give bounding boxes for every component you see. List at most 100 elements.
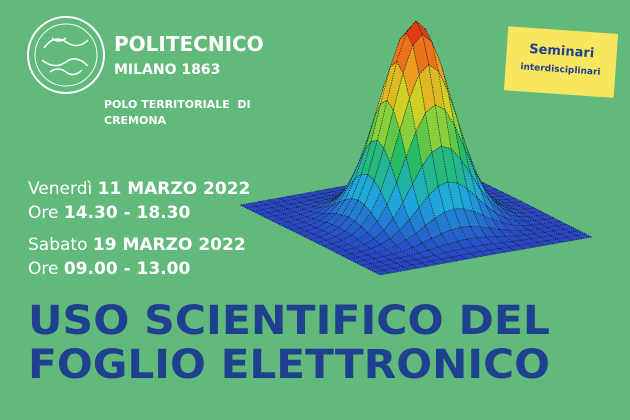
surface-cell [264, 202, 283, 209]
time: 14.30 - 18.30 [64, 203, 191, 223]
surface-cell [447, 181, 465, 210]
surface-cell [357, 174, 375, 206]
surface-cell [315, 188, 335, 195]
surface-cell [357, 232, 375, 245]
surface-cell [404, 259, 423, 266]
surface-cell [296, 192, 315, 198]
surface-cell [280, 203, 299, 210]
surface-cell [251, 209, 270, 215]
surface-cell [286, 219, 305, 226]
surface-cell [507, 205, 526, 210]
surface-cell [546, 225, 565, 232]
surface-cell [364, 103, 382, 151]
surface-cell [318, 233, 337, 241]
surface-cell [539, 235, 558, 242]
surface-cell [555, 223, 575, 230]
surface-cell [344, 220, 362, 236]
surface-cell [373, 146, 391, 193]
surface-cell [267, 210, 286, 217]
surface-cell [456, 238, 474, 249]
surface-cell [273, 213, 293, 220]
surface-cell [380, 161, 397, 206]
surface-cell [405, 232, 423, 248]
surface-cell [319, 213, 337, 223]
surface-cell [469, 226, 487, 239]
surface-cell [296, 216, 315, 223]
surface-cell [558, 231, 578, 238]
surface-cell [431, 145, 449, 187]
surface-cell [449, 254, 468, 262]
surface-cell [526, 228, 546, 235]
surface-cell [267, 197, 287, 204]
surface-cell [415, 111, 433, 167]
surface-cell [351, 173, 369, 201]
surface-cell [470, 173, 487, 207]
surface-cell [382, 267, 401, 274]
surface-cell [315, 204, 333, 214]
surface-cell [270, 218, 289, 225]
surface-cell [353, 260, 372, 266]
surface-cell [302, 233, 321, 240]
surface-cell [536, 214, 555, 220]
surface-cell [383, 217, 401, 240]
surface-cell [312, 193, 332, 199]
surface-cell [514, 234, 533, 241]
institution: POLITECNICO [114, 32, 264, 56]
surface-cell [348, 150, 366, 186]
surface-cell [491, 242, 510, 249]
surface-cell [309, 197, 327, 203]
surface-cell [440, 256, 459, 264]
surface-cell [517, 243, 536, 250]
surface-cell [489, 196, 507, 200]
surface-cell [562, 227, 581, 233]
note-text: Seminari [529, 42, 595, 62]
surface-cell [549, 220, 568, 227]
surface-cell [277, 195, 296, 202]
surface-cell [369, 261, 388, 268]
surface-cell [441, 145, 458, 184]
surface-cell [482, 214, 500, 230]
surface-cell [412, 33, 430, 76]
surface-cell [491, 218, 510, 231]
surface-cell [494, 212, 513, 226]
surface-cell [264, 215, 283, 222]
surface-cell [446, 240, 465, 251]
surface-cell [322, 201, 340, 214]
surface-cell [472, 210, 491, 229]
surface-cell [469, 251, 487, 258]
surface-cell [305, 201, 324, 207]
surface-cell [450, 147, 468, 190]
surface-cell [408, 206, 426, 234]
surface-cell [391, 266, 411, 272]
surface-cell [444, 109, 462, 161]
surface-cell [283, 224, 302, 231]
surface-cell [254, 204, 274, 210]
date: 11 MARZO 2022 [98, 179, 251, 199]
surface-cell [517, 204, 536, 210]
surface-cell [312, 230, 331, 238]
surface-cell [501, 241, 520, 248]
surface-cell [238, 202, 258, 209]
surface-cell [520, 212, 540, 218]
surface-cell [302, 218, 321, 226]
surface-cell [463, 146, 481, 189]
surface-cell [543, 217, 562, 224]
surface-cell [411, 262, 430, 269]
surface-cell [323, 191, 340, 196]
surface-cell [359, 263, 379, 269]
surface-cell [367, 220, 385, 240]
surface-cell [430, 258, 449, 265]
surface-cell [434, 211, 452, 235]
surface-cell [485, 188, 505, 194]
surface-cell [514, 208, 533, 214]
surface-cell [296, 204, 315, 210]
surface-cell [574, 233, 594, 240]
surface-cell [405, 20, 423, 47]
surface-cell [492, 199, 510, 207]
surface-cell [334, 230, 353, 241]
surface-cell [520, 238, 539, 245]
logo [27, 16, 105, 94]
surface-cell [341, 198, 359, 218]
surface-cell [489, 200, 506, 219]
